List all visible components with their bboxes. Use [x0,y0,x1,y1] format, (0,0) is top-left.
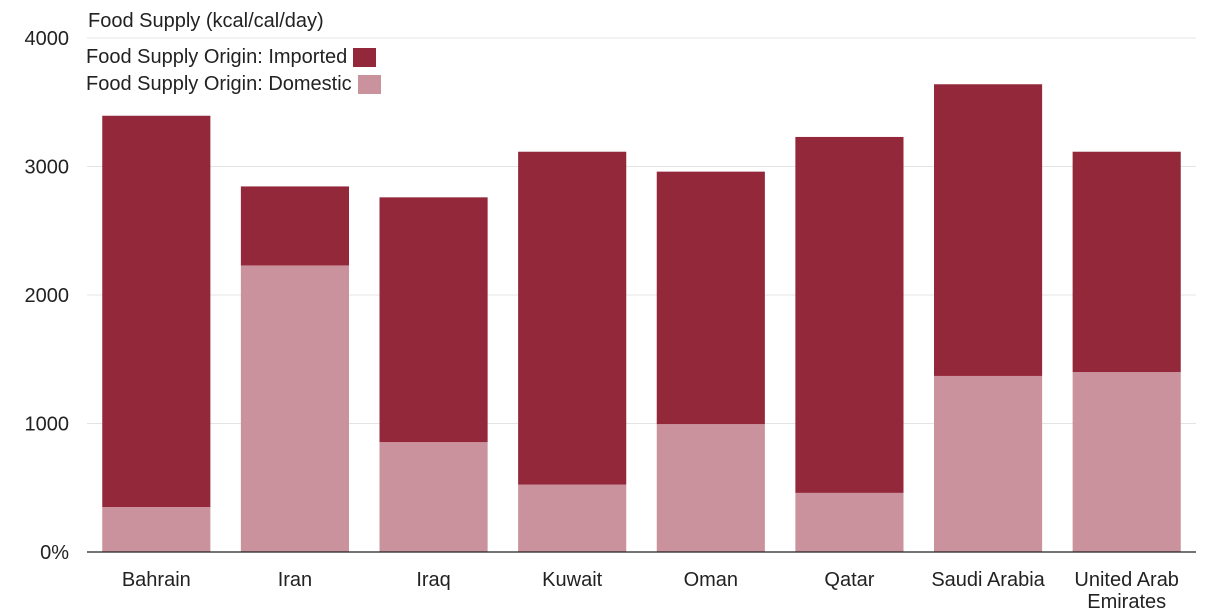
bar-domestic [240,265,350,552]
y-tick-labels: 0% 1000 2000 3000 4000 [25,28,70,564]
bar-domestic [656,424,765,552]
bar-domestic [518,484,627,552]
x-tick-label: Iraq [416,569,450,591]
legend: Food Supply Origin: Imported Food Supply… [86,44,381,98]
bar-imported [518,151,627,485]
bar-domestic [933,375,1043,552]
x-tick-label: Bahrain [122,569,191,591]
bar-domestic [102,507,211,552]
x-category-labels: Bahrain Iran Iraq Kuwait Oman Qatar Saudi Arab… [122,569,1179,610]
y-tick-label: 0% [40,542,69,564]
y-tick-label: 3000 [25,157,70,179]
legend-item-imported: Food Supply Origin: Imported [86,44,381,71]
y-tick-label: 2000 [25,285,70,307]
bar-domestic [795,492,904,552]
y-tick-label: 4000 [25,28,70,50]
bar-imported [379,197,488,443]
y-tick-label: 1000 [25,414,70,436]
bar-imported [933,84,1043,376]
x-tick-label: United Arab Emirates [1074,569,1179,610]
bar-imported [102,115,211,508]
bar-imported [240,186,350,266]
bar-domestic [1072,372,1181,552]
legend-label: Food Supply Origin: Imported [86,46,348,68]
bar-domestic [379,442,488,552]
bar-imported [1072,151,1181,373]
x-tick-label: Saudi Arabia [931,569,1045,591]
legend-label: Food Supply Origin: Domestic [86,73,352,95]
x-tick-label: Kuwait [542,569,602,591]
bar-imported [656,171,765,425]
bars [102,84,1181,552]
x-tick-label: Qatar [824,569,874,591]
legend-item-domestic: Food Supply Origin: Domestic [86,71,381,98]
legend-swatch [353,48,377,67]
legend-swatch [357,75,381,94]
bar-imported [795,136,904,493]
x-tick-label: Oman [684,569,738,591]
x-tick-label: Iran [278,569,312,591]
y-axis-title: Food Supply (kcal/cal/day) [88,10,324,32]
